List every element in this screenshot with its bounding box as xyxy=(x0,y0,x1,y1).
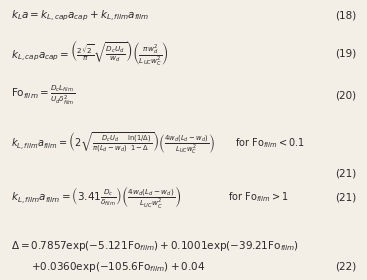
Text: for $\mathrm{Fo}_{film} > 1$: for $\mathrm{Fo}_{film} > 1$ xyxy=(228,190,288,204)
Text: $k_L a = k_{L,cap} a_{cap} + k_{L,film} a_{film}$: $k_L a = k_{L,cap} a_{cap} + k_{L,film} … xyxy=(11,8,149,23)
Text: (19): (19) xyxy=(335,48,356,58)
Text: $k_{L,film} a_{film} = \left(2\sqrt{\frac{D_c U_d}{\pi(L_d - w_d)} \frac{\ln(1/\: $k_{L,film} a_{film} = \left(2\sqrt{\fra… xyxy=(11,130,215,156)
Text: $+ 0.0360\exp(-105.6\mathrm{Fo}_{film}) + 0.04$: $+ 0.0360\exp(-105.6\mathrm{Fo}_{film}) … xyxy=(31,260,206,274)
Text: (20): (20) xyxy=(335,90,356,100)
Text: (21): (21) xyxy=(335,192,356,202)
Text: $k_{L,cap} a_{cap} = \left(\frac{2\sqrt{2}}{\pi}\sqrt{\frac{D_c U_d}{w_d}}\right: $k_{L,cap} a_{cap} = \left(\frac{2\sqrt{… xyxy=(11,38,168,68)
Text: (21): (21) xyxy=(335,169,356,179)
Text: (22): (22) xyxy=(335,262,356,272)
Text: $\mathrm{Fo}_{film} = \frac{D_c L_{film}}{U_d \delta_{film}^2}$: $\mathrm{Fo}_{film} = \frac{D_c L_{film}… xyxy=(11,84,75,107)
Text: (18): (18) xyxy=(335,10,356,20)
Text: for $\mathrm{Fo}_{film} < 0.1$: for $\mathrm{Fo}_{film} < 0.1$ xyxy=(235,136,305,150)
Text: $k_{L,film} a_{film} = \left(3.41\frac{D_c}{\delta_{film}}\right)\left(\frac{4w_: $k_{L,film} a_{film} = \left(3.41\frac{D… xyxy=(11,185,181,210)
Text: $\Delta = 0.7857\exp(-5.121\mathrm{Fo}_{film}) + 0.1001\exp(-39.21\mathrm{Fo}_{f: $\Delta = 0.7857\exp(-5.121\mathrm{Fo}_{… xyxy=(11,239,299,253)
